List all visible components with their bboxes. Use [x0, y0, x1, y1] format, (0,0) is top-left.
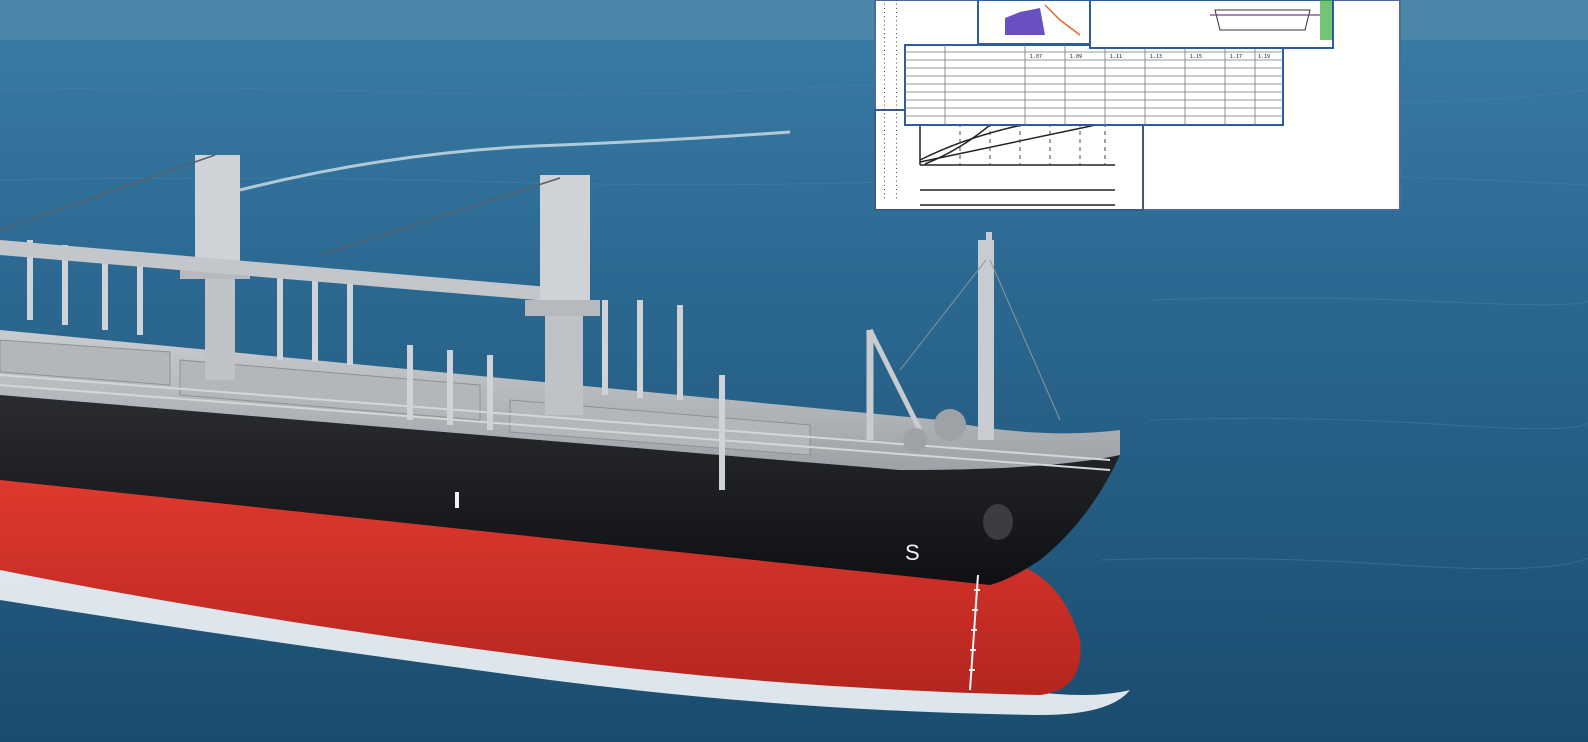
crane-1 [0, 155, 560, 380]
vertical-axis-title: ........................................… [879, 0, 899, 200]
mini-chart-fill [1005, 8, 1045, 35]
crane-wires [0, 154, 561, 256]
hull-red [0, 470, 1081, 695]
table-header-3: 1.11 [1110, 54, 1122, 60]
hull-white-marker [455, 492, 459, 508]
hull-mark: S [905, 540, 920, 565]
table-header-values: 1.07 1.09 1.11 1.13 1.15 1.17 1.19 [1030, 54, 1270, 60]
table-header-2: 1.09 [1070, 54, 1082, 60]
table-header-1: 1.07 [1030, 54, 1042, 60]
svg-text:..............................: ........................................… [891, 0, 899, 200]
table-header-4: 1.13 [1150, 54, 1162, 60]
draft-marks [969, 574, 980, 691]
hull-black [0, 395, 1120, 585]
mini-chart-line [1044, 4, 1081, 36]
graph-axes [919, 115, 1115, 206]
table-header-6: 1.17 [1230, 54, 1242, 60]
table-header-7: 1.19 [1258, 54, 1270, 60]
mini-diagram [1214, 9, 1311, 31]
deck-posts [27, 240, 725, 490]
engineering-sheets: ........................................… [874, 0, 1401, 211]
svg-text:..............................: ........................................… [879, 0, 887, 200]
table-grid [905, 45, 1283, 125]
crane-2 [525, 175, 600, 415]
foremast [866, 232, 1061, 452]
distant-wake [239, 130, 791, 192]
table-header-5: 1.15 [1190, 54, 1202, 60]
anchor [983, 504, 1013, 540]
